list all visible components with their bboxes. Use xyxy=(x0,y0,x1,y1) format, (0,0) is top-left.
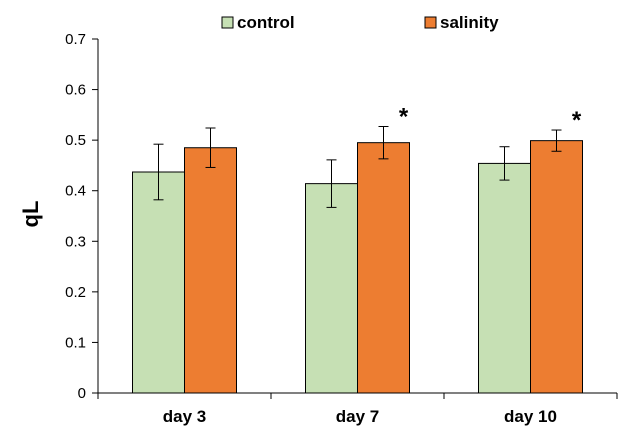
y-tick-label: 0.6 xyxy=(65,82,86,99)
bar-control xyxy=(478,162,531,394)
y-tick-label: 0.2 xyxy=(65,284,86,301)
y-tick-label: 0.7 xyxy=(65,31,86,48)
y-tick-label: 0 xyxy=(78,385,86,402)
significance-marker: * xyxy=(399,103,409,130)
bar-salinity xyxy=(530,140,583,394)
x-tick-label: day 7 xyxy=(336,407,379,426)
y-tick-label: 0.3 xyxy=(65,233,86,250)
significance-marker: * xyxy=(572,107,582,134)
legend: control salinity xyxy=(221,13,499,32)
bar-control xyxy=(305,183,358,394)
legend-label-control: control xyxy=(237,13,295,32)
x-tick-label: day 10 xyxy=(504,407,557,426)
legend-swatch-salinity xyxy=(424,16,437,29)
bar-control xyxy=(132,171,185,394)
significance-markers: * * xyxy=(399,103,582,134)
y-axis-label: qL xyxy=(18,201,43,228)
y-tick-label: 0.1 xyxy=(65,334,86,351)
bar-salinity xyxy=(357,142,410,394)
y-tick-label: 0.5 xyxy=(65,132,86,149)
legend-swatch-control xyxy=(221,16,234,29)
bars xyxy=(132,140,583,394)
bar-salinity xyxy=(184,147,237,394)
y-tick-label: 0.4 xyxy=(65,183,86,200)
x-axis: day 3 day 7 day 10 xyxy=(97,392,618,426)
y-axis: 0 0.1 0.2 0.3 0.4 0.5 0.6 0.7 xyxy=(65,31,99,402)
error-bars xyxy=(153,125,562,208)
legend-label-salinity: salinity xyxy=(440,13,499,32)
x-tick-label: day 3 xyxy=(163,407,206,426)
